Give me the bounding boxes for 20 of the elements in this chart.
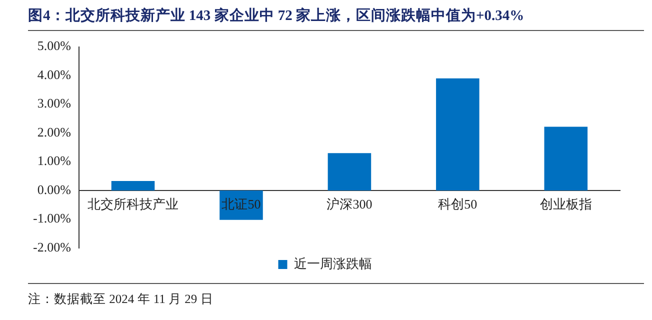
x-tick-label: 创业板指 bbox=[540, 196, 592, 212]
y-tick-label: 1.00% bbox=[37, 153, 72, 168]
bar bbox=[544, 126, 588, 191]
x-tick-label: 北交所科技产业 bbox=[88, 196, 179, 212]
y-tick-label: -2.00% bbox=[32, 239, 72, 254]
bar bbox=[436, 78, 480, 191]
x-tick-label: 北证50 bbox=[222, 196, 261, 212]
y-tick-label: 2.00% bbox=[37, 124, 72, 140]
y-tick-label: 0.00% bbox=[37, 182, 72, 197]
x-tick-label: 沪深300 bbox=[326, 196, 372, 212]
y-tick-label: 4.00% bbox=[37, 66, 72, 82]
legend-label: 近一周涨跌幅 bbox=[294, 256, 372, 271]
y-tick-label: 5.00% bbox=[37, 38, 72, 54]
x-tick-label: 科创50 bbox=[438, 196, 478, 212]
bar bbox=[328, 153, 372, 191]
y-tick-label: -1.00% bbox=[32, 210, 72, 226]
text: 注：数据截至 2024 年 11 月 29 日 bbox=[28, 291, 214, 308]
bar bbox=[111, 181, 155, 191]
chart-title: 图4：北交所科技新产业 143 家企业中 72 家上涨，区间涨跌幅中值为+0.34% bbox=[28, 6, 524, 25]
y-tick-label: 3.00% bbox=[37, 96, 72, 111]
